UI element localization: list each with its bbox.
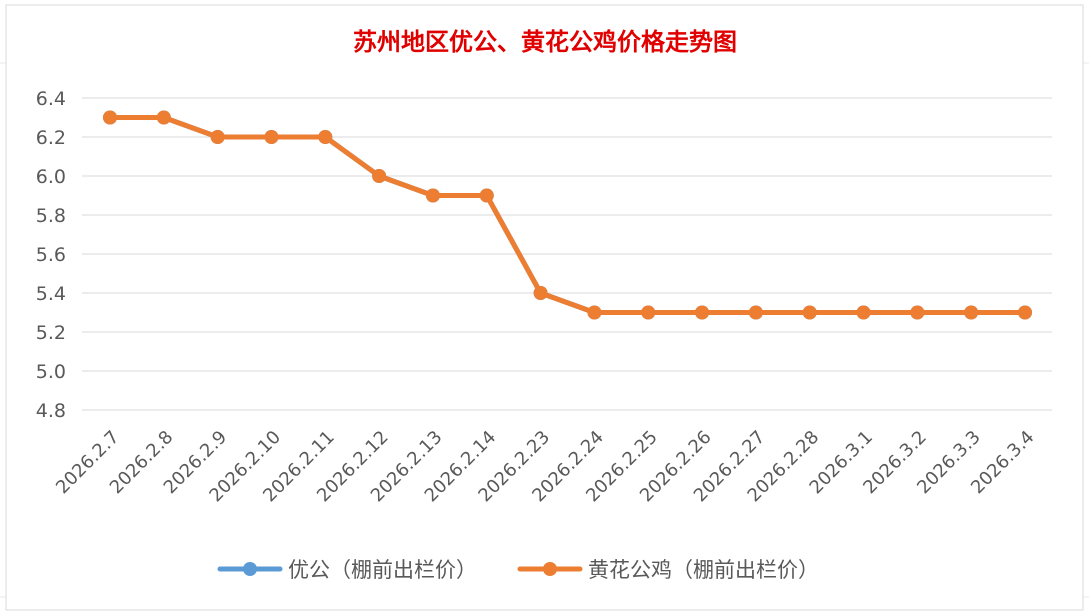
data-point (533, 286, 548, 300)
data-point (964, 305, 979, 320)
y-tick-label: 5.0 (36, 361, 66, 383)
data-point (372, 169, 387, 183)
legend-label: 黄花公鸡（棚前出栏价） (588, 558, 819, 582)
y-tick-label: 6.0 (36, 166, 66, 188)
chart-area-border (5, 4, 1084, 611)
data-point (318, 130, 333, 144)
chart-title: 苏州地区优公、黄花公鸡价格走势图 (353, 27, 737, 56)
legend-marker-icon (543, 562, 557, 576)
data-point (748, 305, 763, 320)
y-tick-label: 5.2 (36, 322, 66, 344)
series-line (107, 115, 1028, 315)
y-tick-label: 5.8 (36, 205, 66, 227)
data-point (587, 305, 602, 320)
legend-marker-icon (243, 562, 257, 576)
data-point (156, 110, 171, 125)
legend-entry: 黄花公鸡（棚前出栏价） (517, 558, 819, 582)
data-point (1018, 305, 1032, 320)
y-tick-label: 5.4 (36, 283, 66, 305)
data-point (479, 188, 494, 203)
data-point (641, 305, 656, 320)
data-point (103, 110, 117, 125)
y-tick-label: 4.8 (36, 400, 66, 422)
y-tick-label: 5.6 (36, 244, 66, 266)
legend-entry: 优公（棚前出栏价） (217, 558, 477, 582)
data-point (856, 305, 871, 320)
data-point (210, 130, 225, 144)
legend: 优公（棚前出栏价） 黄花公鸡（棚前出栏价） (217, 558, 819, 582)
series-2 (103, 110, 1032, 320)
legend-label: 优公（棚前出栏价） (288, 558, 477, 582)
y-tick-label: 6.4 (36, 88, 66, 110)
data-point (695, 305, 710, 320)
data-point (425, 188, 440, 203)
data-point (802, 305, 817, 320)
data-point (264, 130, 279, 144)
data-point (910, 305, 925, 320)
y-tick-label: 6.2 (36, 127, 66, 149)
